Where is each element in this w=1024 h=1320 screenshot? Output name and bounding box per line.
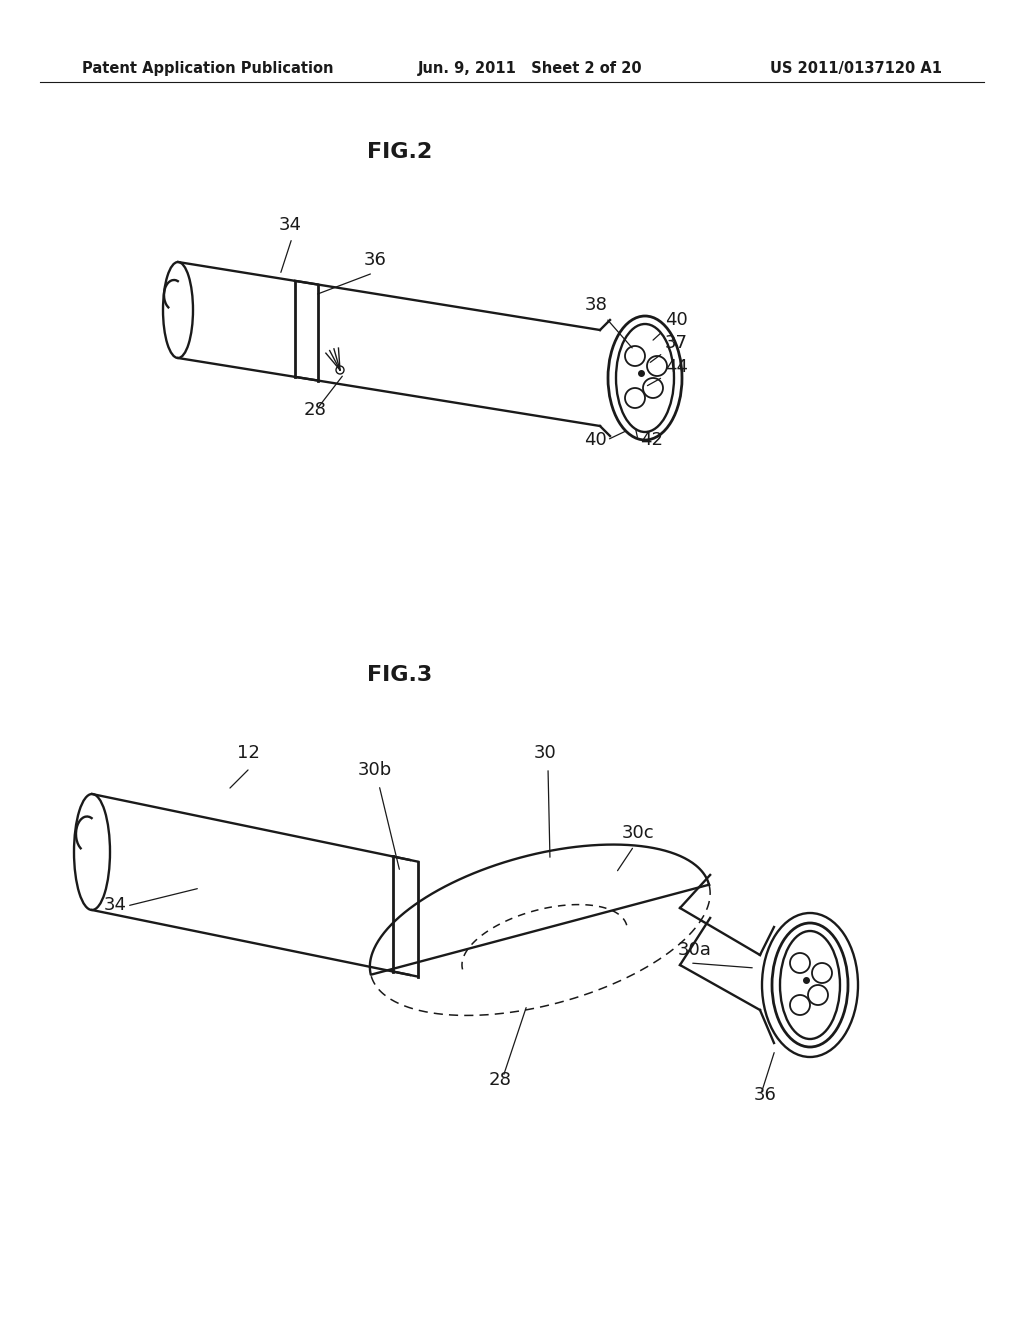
- Text: 40: 40: [584, 432, 606, 449]
- Text: 36: 36: [754, 1086, 776, 1104]
- Text: 30c: 30c: [622, 824, 654, 842]
- Text: 42: 42: [640, 432, 663, 449]
- Text: Patent Application Publication: Patent Application Publication: [82, 61, 334, 75]
- Text: 28: 28: [488, 1071, 511, 1089]
- Text: 30b: 30b: [357, 762, 392, 779]
- Text: 37: 37: [665, 334, 688, 352]
- Text: 40: 40: [665, 312, 688, 329]
- Text: Jun. 9, 2011   Sheet 2 of 20: Jun. 9, 2011 Sheet 2 of 20: [418, 61, 643, 75]
- Text: 38: 38: [585, 296, 607, 314]
- Text: 34: 34: [103, 896, 127, 913]
- Text: FIG.3: FIG.3: [368, 665, 432, 685]
- Text: 34: 34: [279, 216, 301, 234]
- Text: 30a: 30a: [678, 941, 712, 960]
- Text: 28: 28: [303, 401, 327, 418]
- Text: 30: 30: [534, 744, 556, 762]
- Text: FIG.2: FIG.2: [368, 143, 432, 162]
- Text: US 2011/0137120 A1: US 2011/0137120 A1: [770, 61, 942, 75]
- Text: 44: 44: [665, 358, 688, 376]
- Text: 12: 12: [237, 744, 259, 762]
- Text: 36: 36: [364, 251, 386, 269]
